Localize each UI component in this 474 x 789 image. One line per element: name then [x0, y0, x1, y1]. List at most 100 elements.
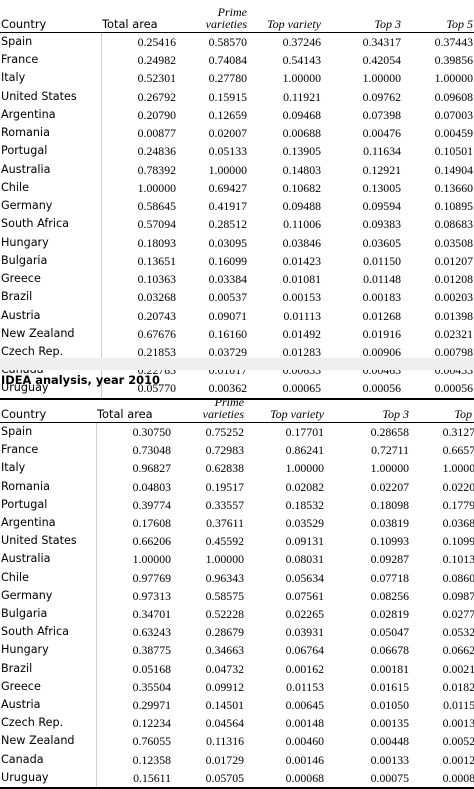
value-cell: 0.01729 — [205, 752, 244, 767]
value-cell: 0.24836 — [100, 142, 179, 161]
col-header-top3: Top 3 — [324, 0, 404, 33]
value-cell: 0.17701 — [285, 425, 324, 439]
value-cell: 0.02207 — [370, 479, 409, 494]
country-cell: South Africa — [1, 625, 69, 639]
value-cell: 0.37443 — [434, 35, 473, 49]
col-header-top-variety: Top variety — [247, 388, 327, 423]
value-cell: 0.07003 — [434, 107, 473, 122]
table-row: Spain 0.30750 0.75252 0.17701 0.28658 0.31279 — [0, 422, 474, 442]
value-cell: 1.00000 — [362, 71, 401, 86]
value-cell: 0.01153 — [286, 679, 324, 694]
value-cell: 0.01148 — [363, 272, 401, 287]
value-cell: 0.00906 — [362, 344, 401, 359]
table-row: Australia 1.00000 1.00000 0.08031 0.09287 0.1… — [0, 550, 474, 569]
value-cell: 0.09287 — [370, 552, 409, 567]
value-cell: 0.08031 — [285, 552, 324, 567]
value-cell: 0.01158 — [443, 698, 474, 713]
value-cell: 1.00000 — [285, 461, 324, 476]
value-cell: 0.12234 — [95, 714, 174, 733]
value-cell: 0.10998 — [442, 534, 474, 549]
value-cell: 0.35504 — [95, 677, 174, 697]
value-cell: 0.05327 — [442, 625, 474, 640]
table-row: Canada 0.12358 0.01729 0.00146 0.00133 0.0012… — [0, 750, 474, 769]
value-cell: 0.34701 — [95, 605, 174, 624]
table-row: France 0.73048 0.72983 0.86241 0.72711 0.6657… — [0, 441, 474, 460]
value-cell: 0.13905 — [282, 144, 321, 159]
table-header-row: Country Total area Prime varieties Top va… — [0, 388, 474, 423]
value-cell: 0.06622 — [442, 643, 474, 658]
value-cell: 0.03384 — [208, 272, 247, 287]
value-cell: 0.05133 — [208, 144, 247, 159]
value-cell: 0.67676 — [100, 324, 179, 343]
value-cell: 0.20743 — [100, 306, 179, 325]
table-header-row: Country Total area Prime varieties Top va… — [0, 0, 474, 33]
table-row: Austria 0.29971 0.14501 0.00645 0.01050 0.011… — [0, 696, 474, 715]
col-header-top5: Top 5 — [404, 0, 474, 33]
value-cell: 0.00459 — [434, 126, 473, 141]
table-row: Hungary 0.38775 0.34663 0.06764 0.06678 0.066… — [0, 641, 474, 660]
value-cell: 0.78392 — [100, 160, 179, 179]
value-cell: 0.00162 — [285, 661, 324, 676]
country-cell: Austria — [1, 308, 41, 322]
value-cell: 0.00127 — [442, 752, 474, 767]
value-cell: 0.05168 — [95, 659, 174, 678]
value-cell: 0.15611 — [95, 768, 174, 789]
value-cell: 0.12659 — [208, 107, 247, 122]
table-row: Uruguay 0.15611 0.05705 0.00068 0.00075 0.000… — [0, 768, 474, 789]
country-cell: Spain — [1, 425, 33, 438]
value-cell: 0.10501 — [434, 144, 473, 159]
table-row: Bulgaria 0.13651 0.16099 0.01423 0.01150 0.01… — [0, 251, 474, 271]
value-cell: 0.28679 — [205, 625, 244, 640]
value-cell: 0.03729 — [208, 344, 247, 359]
value-cell: 0.24982 — [100, 51, 179, 70]
value-cell: 0.28512 — [208, 217, 247, 232]
value-cell: 0.07398 — [362, 107, 401, 122]
table-row: Brazil 0.05168 0.04732 0.00162 0.00181 0.0021… — [0, 659, 474, 678]
value-cell: 0.10895 — [434, 199, 473, 214]
table-row: Italy 0.52301 0.27780 1.00000 1.00000 1.00000 — [0, 69, 474, 88]
value-cell: 0.11316 — [206, 734, 244, 749]
value-cell: 0.03687 — [442, 516, 474, 531]
value-cell: 0.00448 — [370, 734, 409, 749]
value-cell: 0.02208 — [442, 479, 474, 494]
value-cell: 0.01283 — [282, 344, 321, 359]
value-cell: 1.00000 — [95, 550, 174, 569]
table-row: France 0.24982 0.74084 0.54143 0.42054 0.3985… — [0, 51, 474, 70]
value-cell: 0.18098 — [370, 497, 409, 512]
value-cell: 0.39774 — [95, 495, 174, 515]
value-cell: 0.27780 — [208, 71, 247, 86]
country-cell: Czech Rep. — [1, 344, 64, 358]
country-cell: France — [1, 53, 39, 67]
country-cell: Romania — [1, 479, 50, 493]
value-cell: 0.00181 — [370, 661, 409, 676]
value-cell: 1.00000 — [370, 461, 409, 476]
table-row: Czech Rep. 0.12234 0.04564 0.00148 0.00135 0.… — [0, 714, 474, 733]
col-header-total-area: Total area — [101, 0, 179, 33]
table-row: Argentina 0.20790 0.12659 0.09468 0.07398 0.0… — [0, 105, 474, 125]
country-cell: Argentina — [1, 516, 56, 530]
value-cell: 0.11634 — [363, 144, 401, 159]
country-cell: Canada — [1, 752, 44, 766]
value-cell: 0.00688 — [282, 126, 321, 141]
value-cell: 0.02007 — [208, 126, 247, 141]
value-cell: 0.00645 — [285, 698, 324, 713]
value-cell: 0.00148 — [285, 716, 324, 731]
table-row: Italy 0.96827 0.62838 1.00000 1.00000 1.00000 — [0, 459, 474, 478]
value-cell: 0.01492 — [282, 326, 321, 341]
value-cell: 0.28658 — [370, 425, 409, 439]
value-cell: 0.18532 — [285, 497, 324, 512]
value-cell: 0.54143 — [282, 53, 321, 68]
value-cell: 0.09071 — [208, 308, 247, 323]
value-cell: 0.37611 — [206, 516, 244, 531]
table-row: Greece 0.35504 0.09912 0.01153 0.01615 0.0182… — [0, 677, 474, 697]
value-cell: 1.00000 — [208, 162, 247, 177]
value-cell: 0.06678 — [370, 643, 409, 658]
value-cell: 0.96827 — [95, 459, 174, 478]
value-cell: 0.00146 — [285, 752, 324, 767]
value-cell: 0.03846 — [282, 235, 321, 250]
value-cell: 0.04564 — [205, 716, 244, 731]
value-cell: 0.01208 — [434, 272, 473, 287]
table-row: Greece 0.10363 0.03384 0.01081 0.01148 0.0120… — [0, 270, 474, 289]
value-cell: 0.05634 — [285, 570, 324, 585]
value-cell: 0.00525 — [442, 734, 474, 749]
